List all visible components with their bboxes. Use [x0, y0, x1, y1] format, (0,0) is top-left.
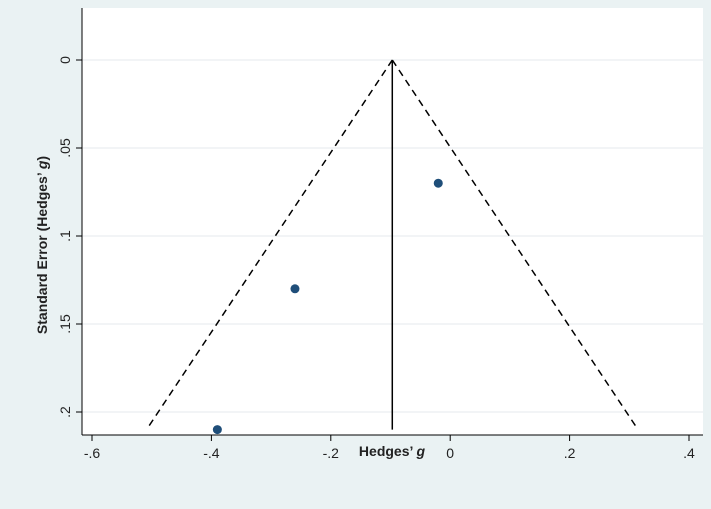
y-tick-label: .2	[57, 406, 73, 418]
y-tick-label: .05	[57, 138, 73, 158]
lower-ci-limit	[145, 59, 393, 431]
data-point	[212, 425, 222, 435]
x-tick-label: .4	[683, 445, 695, 461]
x-tick-label: 0	[446, 445, 454, 461]
x-axis-title: Hedges’ g	[359, 443, 426, 459]
x-tick-label: -.2	[323, 445, 340, 461]
y-tick-label: .1	[57, 230, 73, 242]
data-point	[290, 284, 300, 294]
y-tick-label: 0	[57, 56, 73, 64]
y-axis-title: Standard Error (Hedges’ g)	[34, 156, 50, 334]
x-tick-label: -.6	[84, 445, 101, 461]
axes: 0 .05 .1 .15 .2 -.6 -.4 -.2 0 .2 .4	[57, 8, 703, 461]
data-points	[212, 178, 443, 435]
funnel-limits	[145, 59, 639, 431]
upper-ci-limit	[391, 59, 639, 431]
data-point	[433, 178, 443, 188]
x-tick-label: -.4	[203, 445, 220, 461]
x-tick-label: .2	[564, 445, 576, 461]
y-tick-label: .15	[57, 314, 73, 334]
